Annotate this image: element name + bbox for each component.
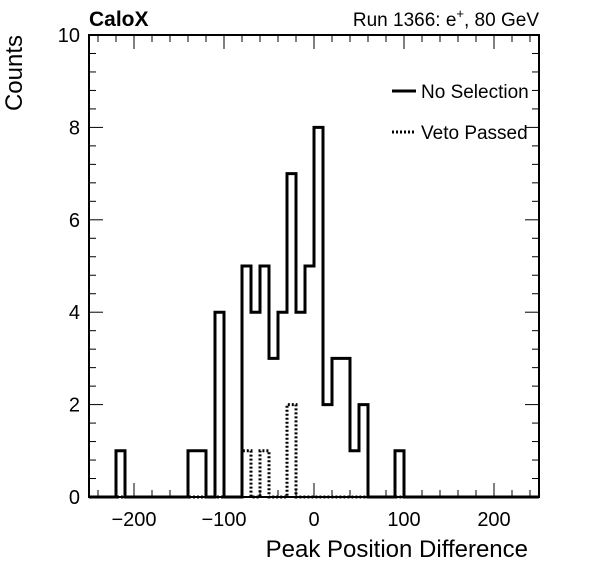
- y-axis-title: Counts: [1, 35, 28, 111]
- x-tick-label: 0: [308, 509, 319, 531]
- series-layer: [89, 125, 539, 499]
- run-label-superscript: +: [456, 6, 464, 21]
- series-no-selection-line: [89, 125, 539, 499]
- legend-veto-passed-label: Veto Passed: [421, 123, 528, 144]
- experiment-label: CaloX: [89, 8, 149, 31]
- plot-frame: [88, 34, 540, 498]
- y-tick-label: 8: [69, 117, 80, 139]
- legend: No Selection Veto Passed: [392, 82, 529, 144]
- x-tick-label: 100: [387, 509, 420, 531]
- run-label-text: Run 1366: e: [353, 10, 457, 31]
- axis-ticks: [89, 34, 539, 498]
- run-label: Run 1366: e+, 80 GeV: [353, 6, 539, 31]
- tick-labels: −200 −100 0 100 200 0 2 4 6 8 10: [58, 25, 511, 531]
- y-tick-label: 10: [58, 25, 80, 47]
- x-tick-label: 200: [477, 509, 510, 531]
- y-tick-label: 2: [69, 395, 80, 417]
- x-axis-title: Peak Position Difference: [266, 536, 528, 563]
- y-tick-label: 6: [69, 210, 80, 232]
- run-label-suffix: , 80 GeV: [464, 10, 539, 31]
- y-tick-label: 4: [69, 302, 80, 324]
- y-tick-label: 0: [69, 487, 80, 509]
- legend-no-selection-label: No Selection: [421, 82, 529, 103]
- x-tick-label: −100: [201, 509, 246, 531]
- x-tick-label: −200: [111, 509, 156, 531]
